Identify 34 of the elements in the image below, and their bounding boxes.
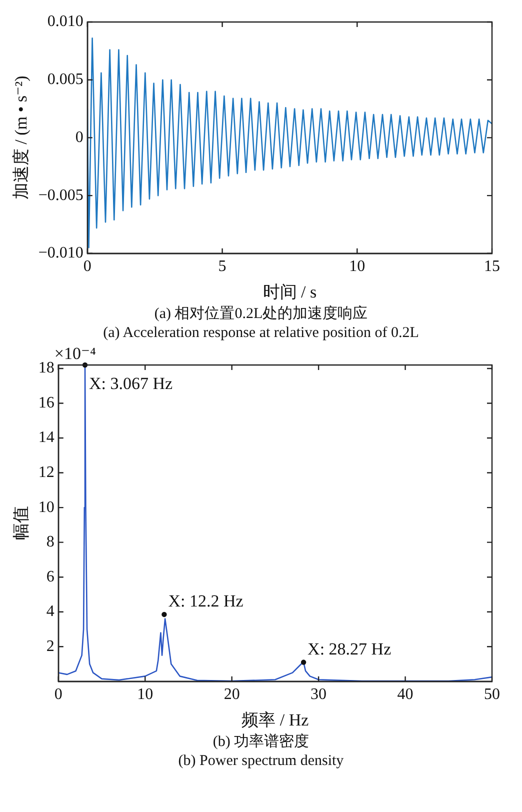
y-tick-label: 2	[46, 638, 54, 655]
y-tick-label: 18	[38, 360, 54, 377]
y-tick-label: 16	[38, 394, 54, 412]
y-tick-label: 4	[46, 603, 54, 620]
x-tick-label: 20	[224, 686, 240, 704]
x-tick-label: 15	[484, 258, 500, 276]
text: (a) Acceleration response at relative position of 0.2L	[102, 324, 420, 343]
y-tick-label: 6	[46, 568, 54, 586]
annotation: X: 28.27 Hz	[308, 639, 392, 658]
x-tick-label: 5	[218, 258, 226, 276]
text: (a) 相对位置0.2L处的加速度响应	[153, 305, 369, 324]
y-tick-label: −0.005	[38, 186, 84, 204]
x-axis-title: 时间 / s	[262, 282, 317, 302]
text: (b) Power spectrum density	[177, 752, 345, 771]
text: (b) 功率谱密度	[212, 733, 310, 752]
y-tick-label: 0.010	[47, 13, 84, 30]
x-tick-label: 10	[349, 258, 366, 276]
annotation: X: 12.2 Hz	[168, 591, 244, 610]
y-tick-label: 8	[46, 534, 54, 551]
y-tick-label: 10	[38, 498, 54, 516]
x-tick-label: 40	[397, 686, 414, 704]
x-tick-label: 30	[310, 686, 327, 704]
x-tick-label: 10	[137, 686, 154, 704]
y-tick-label: 0	[75, 128, 84, 146]
x-tick-label: 50	[484, 686, 500, 704]
y-axis-title: 幅值	[12, 506, 31, 540]
text: ×10⁻⁴	[54, 344, 96, 363]
y-tick-label: 0.005	[47, 71, 84, 88]
x-axis-title: 频率 / Hz	[242, 710, 310, 730]
annotation: X: 3.067 Hz	[88, 374, 174, 393]
y-tick-label: −0.010	[38, 244, 84, 262]
y-axis-title: 加速度 / (m • s⁻²)	[12, 76, 31, 200]
y-tick-label: 12	[38, 464, 54, 481]
y-tick-label: 14	[38, 429, 54, 446]
